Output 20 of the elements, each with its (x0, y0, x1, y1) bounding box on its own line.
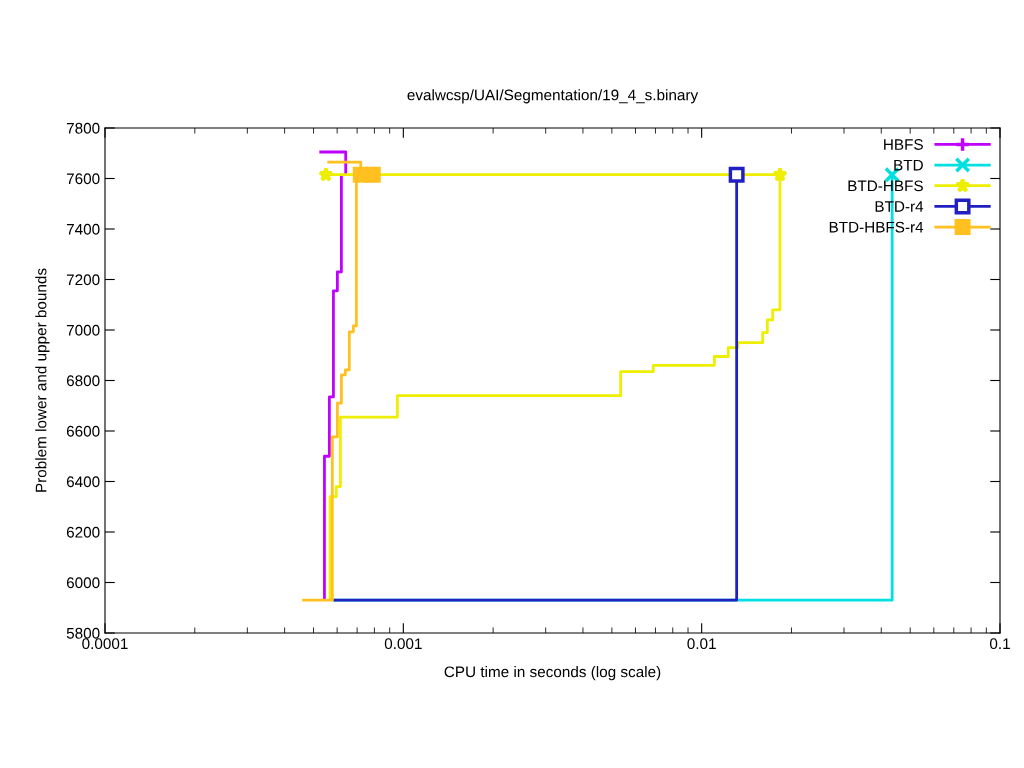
x-tick-label: 0.1 (989, 638, 1010, 650)
y-tick-label: 6200 (66, 526, 100, 538)
x-tick-label: 0.0001 (82, 638, 128, 650)
y-tick-label: 6000 (66, 577, 100, 589)
legend-label: HBFS (884, 139, 923, 150)
chart-title: evalwcsp/UAI/Segmentation/19_4_s.binary (407, 89, 699, 104)
x-tick-label: 0.01 (687, 638, 716, 650)
y-tick-label: 7800 (66, 122, 100, 134)
x-tick-label: 0.001 (384, 638, 422, 650)
y-tick-label: 7400 (66, 223, 100, 235)
legend-label: BTD (894, 159, 923, 171)
x-axis-title: CPU time in seconds (log scale) (444, 665, 661, 681)
y-tick-label: 6600 (66, 425, 100, 437)
y-tick-label: 6800 (66, 375, 100, 387)
y-tick-label: 7000 (66, 324, 100, 336)
y-tick-label: 7600 (66, 173, 100, 185)
y-tick-label: 7200 (66, 274, 100, 286)
y-axis-title: Problem lower and upper bounds (35, 268, 50, 492)
y-tick-label: 5800 (66, 627, 100, 639)
y-tick-label: 6400 (66, 476, 100, 488)
